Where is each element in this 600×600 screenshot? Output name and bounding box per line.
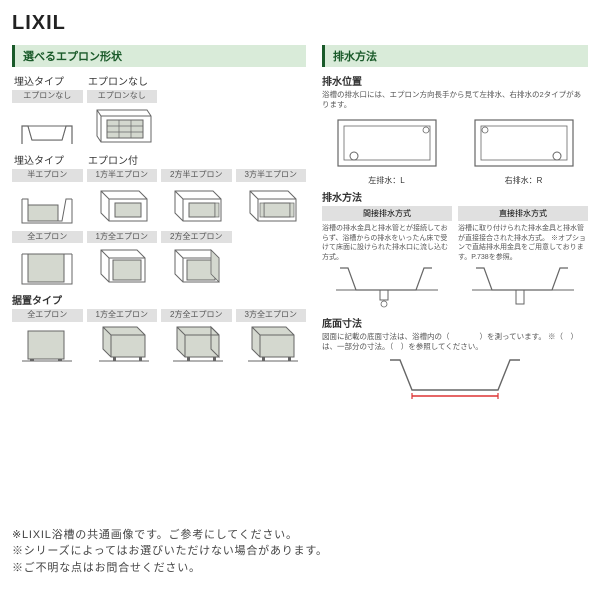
tag: エプロンなし — [87, 90, 158, 103]
apron-with-label: エプロン付 — [88, 152, 138, 167]
row-half-apron: 半エプロン 1方半エプロン 2方半エプロン 3方半エプロン — [12, 169, 306, 227]
right-drain-label: 右排水：R — [505, 175, 543, 186]
method-diagram-indirect — [322, 262, 452, 312]
cell-stand-1: 1方全エプロン — [87, 309, 158, 367]
cell-stand-3: 3方全エプロン — [236, 309, 307, 367]
cell-full-1: 1方全エプロン — [87, 231, 158, 289]
diagram — [236, 323, 307, 367]
cell-half-0: 半エプロン — [12, 169, 83, 227]
method-tag-direct: 直接排水方式 — [458, 206, 588, 221]
cell-none-1: エプロンなし — [12, 90, 83, 148]
tag: 1方全エプロン — [87, 231, 158, 244]
diagram — [12, 244, 83, 288]
diagram — [12, 104, 83, 148]
indirect-method: 間接排水方式 浴槽の排水金具と排水管とが接続しておらず、浴槽からの排水をいったん… — [322, 206, 452, 312]
footer-notes: ※LIXIL浴槽の共通画像です。ご参考にしてください。 ※シリーズによってはお選… — [12, 527, 588, 577]
cell-stand-2: 2方全エプロン — [161, 309, 232, 367]
note-line-1: ※LIXIL浴槽の共通画像です。ご参考にしてください。 — [12, 527, 588, 544]
tag: 全エプロン — [12, 231, 83, 244]
left-drain-diagram — [332, 114, 442, 172]
cell-full-3 — [236, 231, 307, 289]
apron-shape-section: 選べるエプロン形状 埋込タイプ エプロンなし エプロンなし エプロンなし — [12, 45, 306, 402]
main-columns: 選べるエプロン形状 埋込タイプ エプロンなし エプロンなし エプロンなし — [12, 45, 588, 402]
brand-logo: LIXIL — [12, 12, 588, 35]
embedded-apron-row: 埋込タイプ エプロン付 — [12, 152, 306, 167]
left-drain-box: 左排水：L — [322, 114, 451, 186]
diagram — [87, 244, 158, 288]
drain-method-grid: 間接排水方式 浴槽の排水金具と排水管とが接続しておらず、浴槽からの排水をいったん… — [322, 206, 588, 312]
cell-full-0: 全エプロン — [12, 231, 83, 289]
standing-type-title: 据置タイプ — [12, 292, 306, 307]
diagram — [161, 183, 232, 227]
row-full-apron: 全エプロン 1方全エプロン 2方全エプロン — [12, 231, 306, 289]
tag: エプロンなし — [12, 90, 83, 103]
row-apron-none: エプロンなし エプロンなし — [12, 90, 306, 148]
apron-none-label: エプロンなし — [88, 73, 148, 88]
drain-method-title: 排水方法 — [322, 189, 588, 204]
embedded-type-label-2: 埋込タイプ — [14, 152, 64, 167]
left-drain-label: 左排水：L — [368, 175, 404, 186]
section-header-drain: 排水方法 — [322, 45, 588, 67]
tag: 全エプロン — [12, 309, 83, 322]
tag: 2方半エプロン — [161, 169, 232, 182]
diagram — [12, 183, 83, 227]
drain-position-desc: 浴槽の排水口には、エプロン方向長手から見て左排水、右排水の2タイプがあります。 — [322, 90, 588, 110]
diagram — [87, 183, 158, 227]
tag: 2方全エプロン — [161, 231, 232, 244]
cell-full-2: 2方全エプロン — [161, 231, 232, 289]
diagram — [161, 244, 232, 288]
right-drain-box: 右排水：R — [459, 114, 588, 186]
row-standing: 全エプロン 1方全エプロン 2方全エプロン 3方全エプロン — [12, 309, 306, 367]
diagram — [12, 323, 83, 367]
cell-half-2: 2方半エプロン — [161, 169, 232, 227]
method-desc-indirect: 浴槽の排水金具と排水管とが接続しておらず、浴槽からの排水をいったん床で受けて床面… — [322, 224, 452, 262]
diagram — [87, 104, 158, 148]
drain-position-title: 排水位置 — [322, 73, 588, 88]
cell-half-1: 1方半エプロン — [87, 169, 158, 227]
tag: 3方半エプロン — [236, 169, 307, 182]
note-line-3: ※ご不明な点はお問合せください。 — [12, 560, 588, 577]
tag: 1方全エプロン — [87, 309, 158, 322]
tag: 半エプロン — [12, 169, 83, 182]
drain-position-diagrams: 左排水：L 右排水：R — [322, 114, 588, 186]
embedded-type-row: 埋込タイプ エプロンなし — [12, 73, 306, 88]
section-header-apron: 選べるエプロン形状 — [12, 45, 306, 67]
embedded-type-label: 埋込タイプ — [14, 73, 64, 88]
bottom-dim-desc: 図面に記載の底面寸法は、浴槽内の（ ）を測っています。 ※（ ）は、一部分の寸法… — [322, 332, 588, 352]
direct-method: 直接排水方式 浴槽に取り付けられた排水金具と排水管が直接接合された排水方式。 ※… — [458, 206, 588, 312]
bottom-dim-title: 底面寸法 — [322, 315, 588, 330]
cell-half-3: 3方半エプロン — [236, 169, 307, 227]
tag: 3方全エプロン — [236, 309, 307, 322]
tag: 1方半エプロン — [87, 169, 158, 182]
right-drain-diagram — [469, 114, 579, 172]
diagram — [161, 323, 232, 367]
diagram — [236, 183, 307, 227]
cell-stand-0: 全エプロン — [12, 309, 83, 367]
method-tag-indirect: 間接排水方式 — [322, 206, 452, 221]
note-line-2: ※シリーズによってはお選びいただけない場合があります。 — [12, 543, 588, 560]
bottom-dim-diagram — [322, 356, 588, 402]
method-diagram-direct — [458, 262, 588, 312]
drain-section: 排水方法 排水位置 浴槽の排水口には、エプロン方向長手から見て左排水、右排水の2… — [322, 45, 588, 402]
cell-none-2: エプロンなし — [87, 90, 158, 148]
method-desc-direct: 浴槽に取り付けられた排水金具と排水管が直接接合された排水方式。 ※オプションで直… — [458, 224, 588, 262]
tag: 2方全エプロン — [161, 309, 232, 322]
diagram — [87, 323, 158, 367]
